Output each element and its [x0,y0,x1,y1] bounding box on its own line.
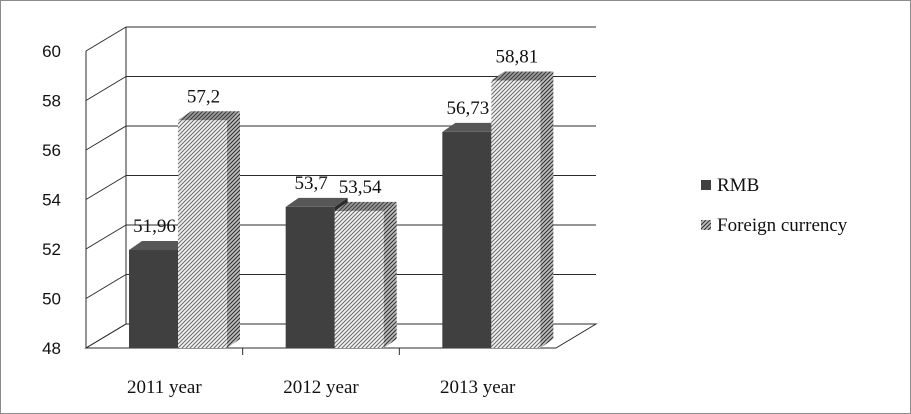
legend: RMB Foreign currency [701,175,848,236]
bar-front [285,206,335,348]
legend-label: RMB [717,175,759,196]
bar-foreign-currency [334,201,397,348]
data-label: 53,54 [339,177,382,198]
legend-item: RMB [701,175,759,196]
bar-foreign-currency [491,71,554,348]
legend-swatch [701,220,711,230]
y-tick-label: 50 [42,290,61,309]
bar-top [129,240,191,250]
x-tick-label: 2012 year [283,377,359,398]
legend-swatch [701,180,711,190]
data-label: 58,81 [495,46,538,67]
gridline-depth [85,125,127,151]
legend-label: Foreign currency [717,215,848,236]
bar-front [178,120,227,348]
data-label: 51,96 [133,216,176,237]
y-tick-label: 48 [42,339,61,358]
y-tick-label: 60 [42,42,61,61]
bar-top [442,122,505,132]
bar-front [442,131,492,348]
y-tick-label: 54 [42,191,61,210]
bar-front [491,80,541,348]
legend-item: Foreign currency [701,215,848,236]
data-label: 56,73 [446,98,489,119]
gridline-depth [85,224,127,250]
y-tick-label: 52 [42,240,61,259]
data-label: 53,7 [295,173,328,194]
bar-top [285,197,348,207]
bar-side [227,111,240,348]
chart-bars [129,71,554,349]
y-tick-label: 56 [42,141,61,160]
y-tick-label: 58 [42,92,61,111]
bar-side [383,201,397,348]
chart-labels: 48 50 52 54 56 58 60 2011 year 51,96 57,2 2012 yea… [42,42,538,398]
bar-foreign-currency [178,111,240,348]
bar-top [491,71,554,81]
gridline-depth [85,26,127,52]
bar-front [129,249,178,348]
gridline-depth [85,274,127,299]
x-tick-label: 2011 year [127,377,202,398]
bar-top [334,201,397,211]
bar-top [178,111,240,121]
gridline-depth [85,175,127,200]
gridline-depth [85,76,127,101]
data-label: 57,2 [187,86,220,107]
bar-side [540,71,554,348]
bar-front [334,210,384,348]
x-tick-label: 2013 year [440,377,516,398]
